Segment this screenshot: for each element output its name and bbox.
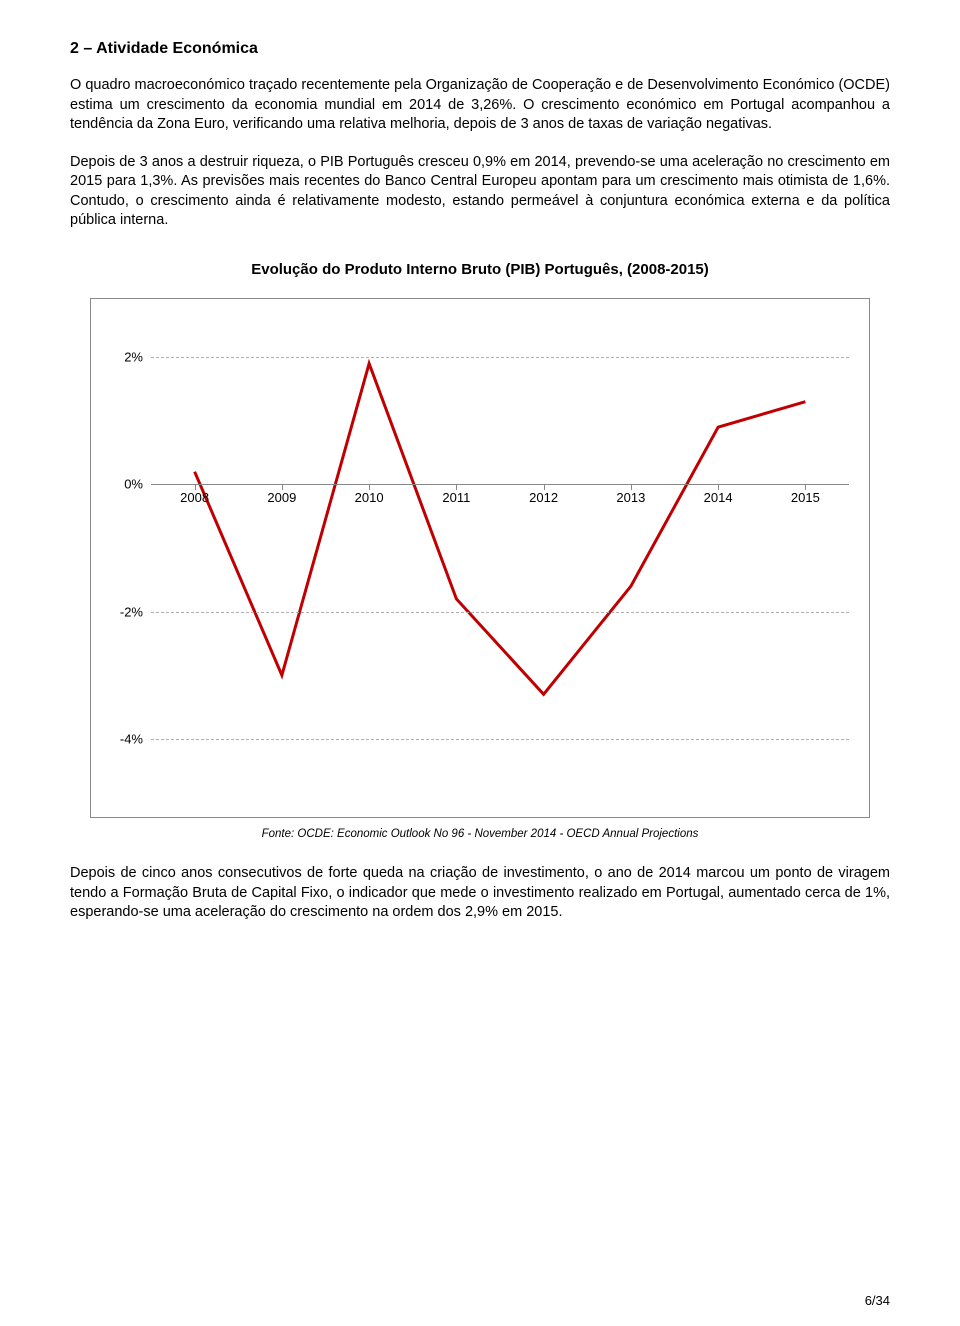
x-axis-label: 2015 [791,490,820,505]
x-axis-label: 2009 [267,490,296,505]
pib-line [195,363,806,694]
x-axis-label: 2008 [180,490,209,505]
chart-plot-area: 2%0%-2%-4%200820092010201120122013201420… [151,319,849,777]
body-paragraph: Depois de 3 anos a destruir riqueza, o P… [70,153,890,231]
pib-chart: 2% 0% -2% -4% 2008 2009 2010 2011 2012 2013 2014 20… [90,298,870,818]
y-axis-label: 2% [124,350,143,365]
page-number: 6/34 [865,1293,890,1308]
y-axis-label: -2% [120,604,143,619]
x-axis-tick [631,484,632,490]
body-paragraph: O quadro macroeconómico traçado recentem… [70,76,890,135]
grid-line [151,357,849,358]
y-axis-label: -4% [120,731,143,746]
x-axis-label: 2011 [442,490,470,505]
x-axis-tick [718,484,719,490]
section-heading: 2 – Atividade Económica [70,40,890,58]
x-axis-tick [544,484,545,490]
x-axis-label: 2013 [616,490,645,505]
grid-line [151,612,849,613]
x-axis-line [151,484,849,485]
x-axis-tick [805,484,806,490]
y-axis-label: 0% [124,477,143,492]
grid-line [151,739,849,740]
x-axis-tick [369,484,370,490]
x-axis-tick [456,484,457,490]
x-axis-label: 2014 [704,490,733,505]
chart-source: Fonte: OCDE: Economic Outlook No 96 - No… [70,828,890,840]
x-axis-label: 2010 [355,490,384,505]
x-axis-tick [282,484,283,490]
chart-line-svg [151,319,849,777]
chart-title: Evolução do Produto Interno Bruto (PIB) … [70,261,890,278]
x-axis-label: 2012 [529,490,558,505]
body-paragraph: Depois de cinco anos consecutivos de for… [70,864,890,923]
x-axis-tick [195,484,196,490]
